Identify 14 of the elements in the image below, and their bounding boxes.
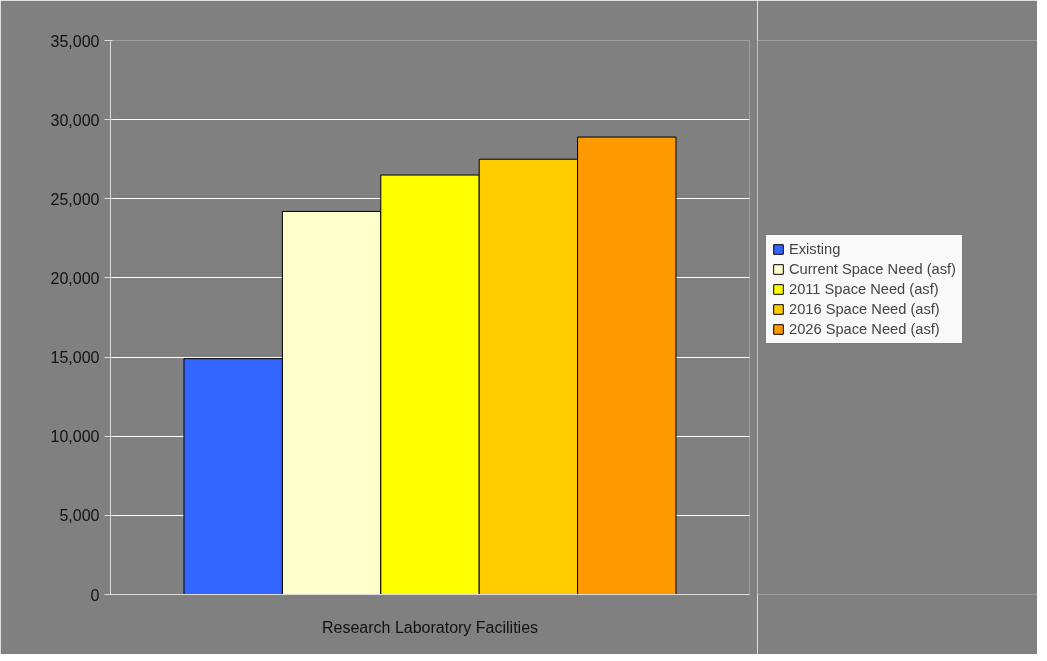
- legend-label: Current Space Need (asf): [789, 261, 956, 277]
- y-tick-label: 10,000: [50, 428, 100, 446]
- y-tick-label: 20,000: [50, 269, 100, 287]
- y-tick-label: 5,000: [59, 507, 100, 525]
- legend-label: 2011 Space Need (asf): [789, 281, 939, 297]
- y-tick-label: 15,000: [50, 349, 100, 367]
- y-tick-label: 30,000: [50, 111, 100, 129]
- legend-label: 2016 Space Need (asf): [789, 301, 940, 317]
- y-tick-label: 35,000: [50, 32, 100, 50]
- x-tick-label: Research Laboratory Facilities: [321, 618, 539, 636]
- y-tick-label: 25,000: [50, 190, 100, 208]
- legend-label: Existing: [789, 241, 841, 257]
- legend-label: 2026 Space Need (asf): [789, 321, 940, 337]
- y-tick-label: 0: [90, 586, 100, 604]
